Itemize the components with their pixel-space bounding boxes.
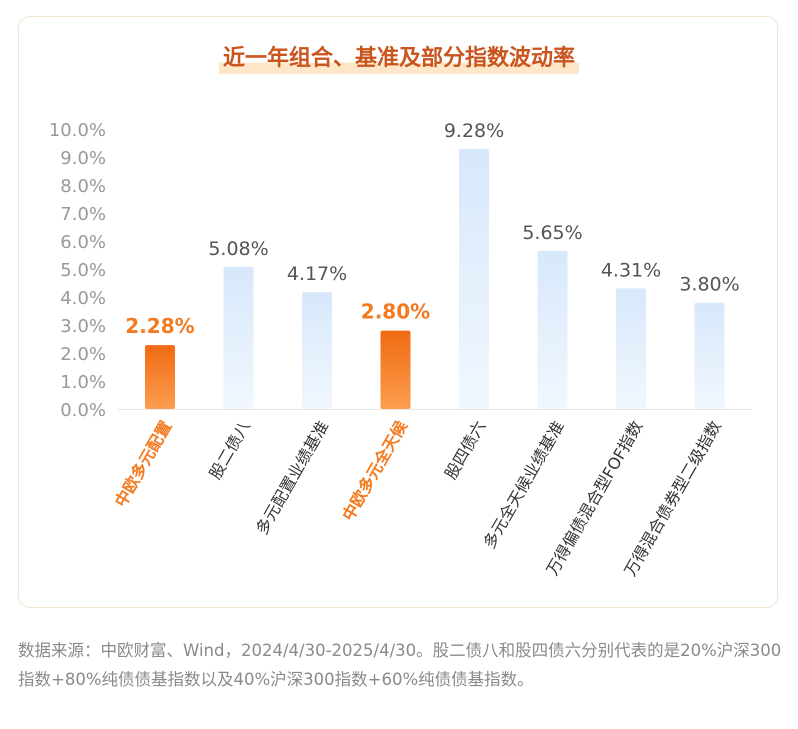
bar [694,302,725,409]
y-tick-label: 7.0% [60,204,106,225]
bar-value-label: 9.28% [444,120,504,142]
bar [616,288,646,409]
y-tick-label: 5.0% [60,260,106,281]
y-tick-label: 4.0% [60,288,106,309]
x-category-label: 中欧多元全天候 [339,417,412,524]
bar [459,149,489,409]
bar-value-label: 2.80% [361,300,430,324]
bar [380,330,411,409]
y-tick-label: 3.0% [60,316,106,337]
x-category-label: 中欧多元配置 [111,418,175,511]
y-tick-label: 8.0% [60,176,106,197]
x-category-label: 多元配置业绩基准 [252,418,332,538]
y-tick-label: 1.0% [60,372,106,393]
value-labels-group: 2.28% 5.08% 4.17% 2.80% 9.28% 5.65% 4.31% 3.80% [125,120,739,338]
y-tick-label: 9.0% [60,148,106,169]
bar [223,266,254,409]
bar-value-label: 5.65% [522,222,582,244]
bar [537,250,568,409]
bars-group [145,149,725,409]
bar-value-label: 2.28% [125,314,194,338]
x-category-label: 多元全天候业绩基准 [480,418,568,552]
chart-title: 近一年组合、基准及部分指数波动率 [218,44,579,74]
bar-value-label: 3.80% [679,274,739,296]
chart-card [18,16,778,608]
bar [145,345,175,409]
bar-value-label: 5.08% [208,238,268,260]
y-tick-label: 0.0% [60,400,106,421]
chart-title-wrap: 近一年组合、基准及部分指数波动率 [0,44,798,74]
y-axis: 0.0% 1.0% 2.0% 3.0% 4.0% 5.0% 6.0% 7.0% 8.0% 9.0%… [49,120,106,421]
x-category-label: 股二债八 [206,418,254,483]
bar [302,292,332,409]
y-tick-label: 10.0% [49,120,106,141]
bar-value-label: 4.17% [287,263,347,285]
bar-value-label: 4.31% [601,259,661,281]
y-tick-label: 2.0% [60,344,106,365]
y-tick-label: 6.0% [60,232,106,253]
x-category-label: 股四债六 [441,418,489,483]
footnote: 数据来源：中欧财富、Wind，2024/4/30-2025/4/30。股二债八和… [18,641,782,689]
